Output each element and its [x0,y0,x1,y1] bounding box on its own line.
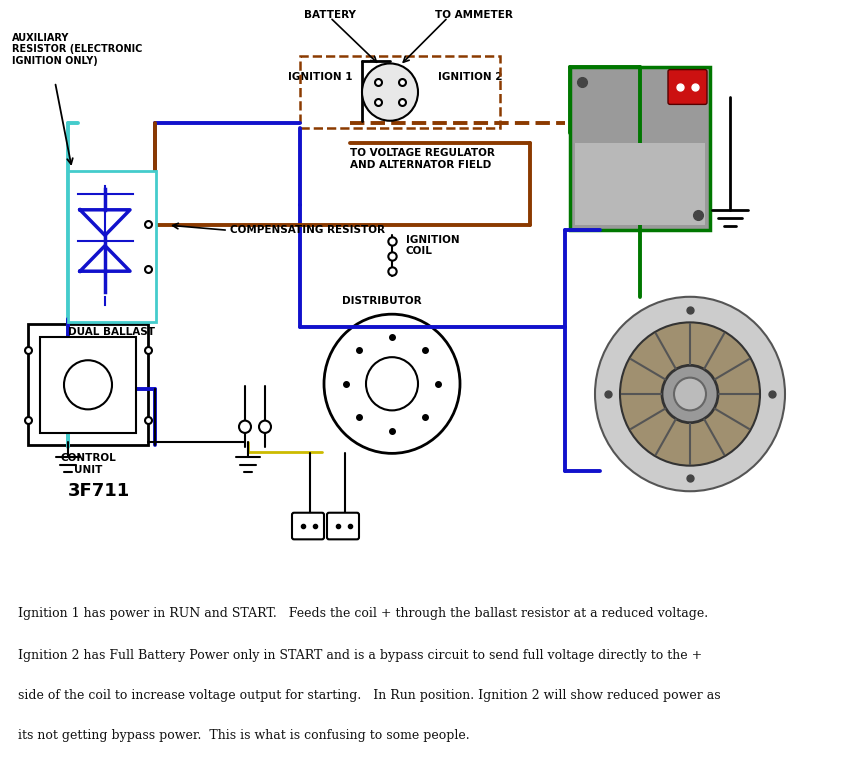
Text: DUAL BALLAST: DUAL BALLAST [69,327,156,337]
FancyBboxPatch shape [668,69,707,104]
Text: CONTROL
UNIT: CONTROL UNIT [60,454,116,475]
Circle shape [64,360,112,409]
Bar [28,324,148,445]
Circle shape [324,314,460,454]
Bar [575,143,705,225]
Text: TO VOLTAGE REGULATOR
AND ALTERNATOR FIELD: TO VOLTAGE REGULATOR AND ALTERNATOR FIEL… [350,148,495,170]
Bar [68,171,156,323]
Text: side of the coil to increase voltage output for starting.   In Run position. Ign: side of the coil to increase voltage out… [18,689,721,702]
Bar [570,66,710,231]
Circle shape [595,297,785,492]
Text: AUXILIARY
RESISTOR (ELECTRONIC
IGNITION ONLY): AUXILIARY RESISTOR (ELECTRONIC IGNITION … [12,33,142,66]
FancyBboxPatch shape [292,513,324,540]
Text: TO AMMETER: TO AMMETER [435,10,513,21]
Text: IGNITION
COIL: IGNITION COIL [406,235,459,256]
Text: IGNITION 1: IGNITION 1 [288,72,352,81]
Circle shape [259,421,271,433]
Text: COMPENSATING RESISTOR: COMPENSATING RESISTOR [230,225,385,235]
Bar [300,56,500,128]
Text: its not getting bypass power.  This is what is confusing to some people.: its not getting bypass power. This is wh… [18,729,470,742]
Text: BATTERY: BATTERY [304,10,356,21]
Circle shape [674,377,706,410]
Text: DISTRIBUTOR: DISTRIBUTOR [342,296,421,306]
Circle shape [239,421,251,433]
Bar [40,336,136,433]
Circle shape [366,357,418,410]
Circle shape [662,365,718,422]
Text: IGNITION 2: IGNITION 2 [437,72,503,81]
Circle shape [362,63,418,121]
Text: 3F711: 3F711 [68,482,130,500]
Text: Ignition 1 has power in RUN and START.   Feeds the coil + through the ballast re: Ignition 1 has power in RUN and START. F… [18,607,708,619]
FancyBboxPatch shape [327,513,359,540]
Text: Ignition 2 has Full Battery Power only in START and is a bypass circuit to send : Ignition 2 has Full Battery Power only i… [18,649,702,662]
Circle shape [620,323,760,466]
